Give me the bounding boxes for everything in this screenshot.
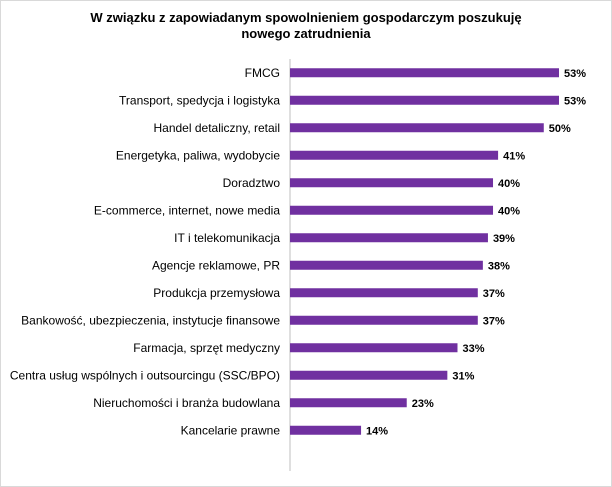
bar (290, 425, 362, 435)
bar (290, 260, 483, 270)
bar (290, 95, 559, 105)
data-label: 33% (462, 343, 484, 355)
bar (290, 370, 448, 380)
category-label: Kancelarie prawne (181, 423, 281, 437)
data-label: 40% (498, 205, 520, 217)
category-label: Farmacja, sprzęt medyczny (133, 341, 280, 355)
category-label: Energetyka, paliwa, wydobycie (116, 148, 280, 162)
category-label: FMCG (245, 66, 280, 80)
bar (290, 233, 488, 243)
category-label: Centra usług wspólnych i outsourcingu (S… (10, 368, 280, 382)
category-label: Nieruchomości i branża budowlana (93, 396, 280, 410)
bar (290, 123, 544, 133)
data-label: 53% (564, 68, 586, 80)
data-label: 37% (483, 288, 505, 300)
category-label: Doradztwo (223, 176, 281, 190)
bar (290, 68, 559, 78)
category-label: Bankowość, ubezpieczenia, instytucje fin… (21, 313, 280, 327)
bar (290, 205, 494, 215)
data-label: 53% (564, 95, 586, 107)
data-label: 37% (483, 315, 505, 327)
chart-title: W związku z zapowiadanym spowolnieniem g… (1, 10, 611, 42)
data-label: 40% (498, 178, 520, 190)
bar (290, 398, 407, 408)
bar (290, 315, 478, 325)
bar (290, 150, 499, 160)
data-label: 38% (488, 260, 510, 272)
chart-title-line-2: nowego zatrudnienia (241, 26, 371, 41)
category-label: Produkcja przemysłowa (153, 286, 280, 300)
category-label: Handel detaliczny, retail (153, 121, 280, 135)
category-label: E-commerce, internet, nowe media (94, 203, 280, 217)
bar (290, 178, 494, 188)
bar (290, 343, 458, 353)
chart-title-line-1: W związku z zapowiadanym spowolnieniem g… (90, 10, 522, 25)
data-label: 41% (503, 150, 525, 162)
category-label: IT i telekomunikacja (174, 231, 280, 245)
data-label: 14% (366, 425, 388, 437)
category-label: Agencje reklamowe, PR (152, 258, 280, 272)
data-label: 50% (549, 123, 571, 135)
data-label: 39% (493, 233, 515, 245)
bar (290, 288, 478, 298)
data-label: 23% (412, 398, 434, 410)
data-label: 31% (452, 370, 474, 382)
category-label: Transport, spedycja i logistyka (119, 93, 280, 107)
